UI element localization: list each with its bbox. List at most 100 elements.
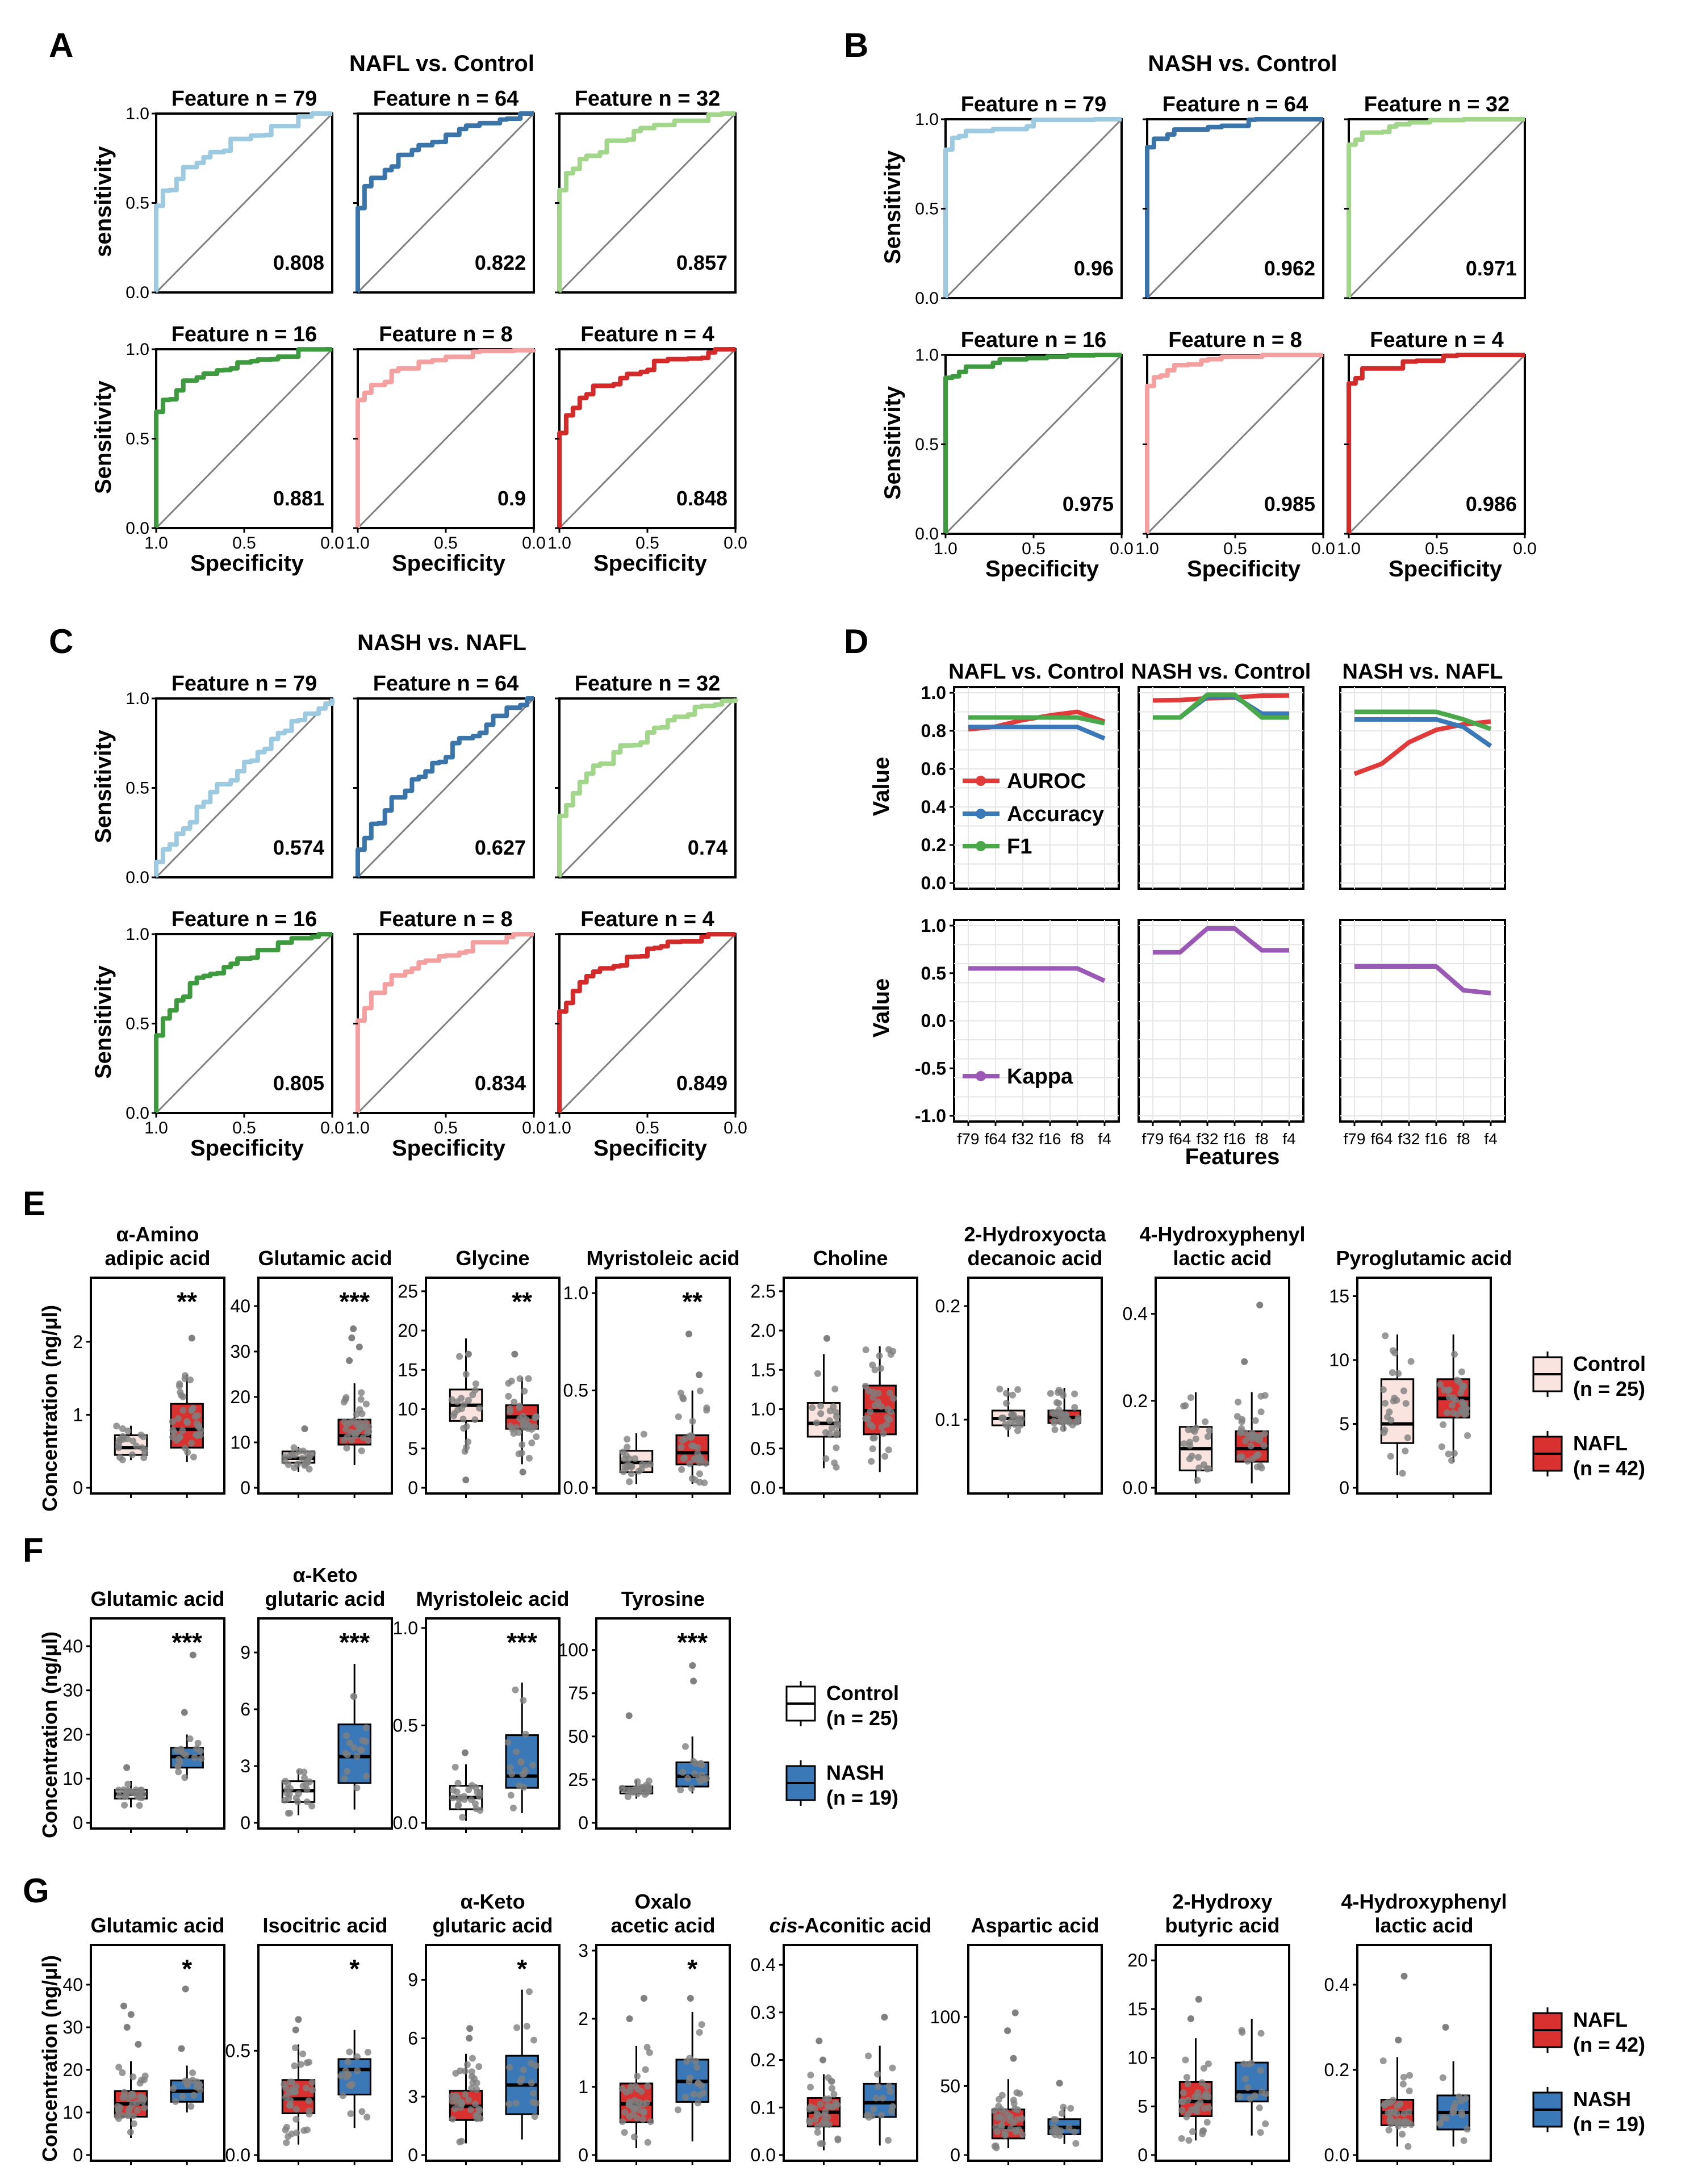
- boxplot-point: [508, 1770, 516, 1777]
- boxplot-point: [283, 2139, 290, 2147]
- boxplot-point: [508, 1425, 516, 1433]
- metric-line-auroc: [1353, 719, 1491, 776]
- boxplot-point: [1002, 1421, 1009, 1428]
- boxplot-point: [290, 1444, 298, 1451]
- boxplot-point: [287, 2102, 294, 2109]
- boxplot-frame: [425, 1277, 561, 1495]
- boxplot-outlier: [123, 2024, 131, 2031]
- boxplot-point: [678, 1466, 685, 1473]
- boxplot-frame: [425, 1617, 561, 1830]
- boxplot-point: [358, 1410, 366, 1417]
- boxplot-ytick-label: 3: [240, 1756, 250, 1776]
- boxplot-point: [522, 1730, 529, 1738]
- boxplot-title: Oxalo: [634, 1890, 691, 1913]
- boxplot-point: [186, 1735, 194, 1742]
- boxplot-point: [641, 1791, 649, 1798]
- roc-facet-title: Feature n = 64: [373, 672, 519, 696]
- boxplot-point: [697, 1759, 705, 1767]
- boxplot-point: [528, 1439, 536, 1446]
- metric-xtick-label: f64: [1169, 1130, 1191, 1148]
- roc-auc-label: 0.881: [273, 487, 324, 510]
- roc-xtick-label: 1.0: [1337, 539, 1361, 558]
- boxplot-point: [996, 1386, 1003, 1393]
- boxplot-outlier: [689, 1662, 696, 1670]
- boxplot-frame: [595, 1277, 731, 1495]
- boxplot-point: [1260, 1442, 1268, 1449]
- boxplot-point: [190, 1453, 197, 1461]
- boxplot-point: [365, 1423, 373, 1430]
- boxplot-point: [1407, 1358, 1415, 1365]
- boxplot-point: [1253, 1463, 1261, 1471]
- roc-curve: [356, 348, 536, 528]
- boxplot-point: [1202, 1418, 1209, 1425]
- boxplot-ytick-label: 40: [62, 1974, 83, 1995]
- boxplot-point: [1444, 1387, 1452, 1395]
- boxplot-point: [113, 1422, 120, 1430]
- boxplot-point: [1055, 1400, 1063, 1407]
- boxplot-ytick-label: 0: [1339, 1478, 1349, 1498]
- boxplot-frame: [90, 1617, 225, 1830]
- boxplot-outlier: [123, 1764, 131, 1771]
- panel-a-xlabel-2: Specificity: [392, 551, 506, 576]
- boxplot-point: [291, 2062, 298, 2069]
- boxplot-point: [1014, 2116, 1021, 2123]
- roc-xtick-label: 0.5: [1425, 539, 1449, 558]
- panel-g-ylabel: Concentration (ng/μl): [38, 1955, 61, 2162]
- boxplot-point: [173, 1437, 180, 1444]
- boxplot-ytick-label: 1: [73, 1404, 83, 1425]
- legend-dot-accuracy: [976, 809, 986, 819]
- boxplot-point: [636, 1785, 643, 1793]
- roc-xtick-label: 0.0: [1513, 539, 1537, 558]
- boxplot-point: [515, 1450, 522, 1458]
- roc-xtick-label: 0.5: [434, 534, 458, 553]
- metric-line-accuracy: [1354, 717, 1492, 748]
- boxplot-ytick-label: 20: [1127, 1950, 1148, 1970]
- boxplot-point: [1194, 1476, 1201, 1484]
- legend-label-kappa: Kappa: [1007, 1065, 1073, 1089]
- roc-facet-title: Feature n = 8: [1168, 328, 1302, 352]
- boxplot-point: [344, 1768, 351, 1775]
- metric-xtick-label: f4: [1098, 1130, 1111, 1148]
- boxplot-point: [992, 2124, 1000, 2131]
- boxplot-point: [1014, 1427, 1022, 1434]
- boxplot-point: [358, 1746, 365, 1754]
- boxplot-point: [696, 2029, 703, 2036]
- boxplot-point: [362, 1400, 370, 1408]
- boxplot-point: [1458, 2111, 1466, 2119]
- panel-letter-c: C: [49, 622, 73, 660]
- boxplot-outlier: [127, 2011, 135, 2018]
- boxplot-point: [136, 1794, 143, 1801]
- boxplot-point: [465, 1438, 472, 1446]
- boxplot-ytick-label: 10: [230, 1432, 250, 1453]
- boxplot-point: [1458, 1368, 1465, 1375]
- boxplot-point: [1261, 1430, 1268, 1437]
- boxplot-point: [832, 1408, 839, 1416]
- boxplot-point: [1071, 2128, 1078, 2136]
- boxplot-point: [179, 1427, 186, 1434]
- boxplot-outlier: [626, 2015, 633, 2022]
- boxplot-point: [179, 1407, 187, 1414]
- boxplot-point: [1247, 1442, 1255, 1450]
- metric-xtick-label: f79: [957, 1130, 980, 1148]
- panel-letter-f: F: [23, 1531, 44, 1569]
- boxplot-point: [635, 1467, 642, 1475]
- boxplot-outlier: [685, 1331, 693, 1338]
- boxplot-point: [473, 2086, 480, 2093]
- boxplot-outlier: [181, 1709, 188, 1716]
- boxplot-point: [530, 2090, 537, 2097]
- roc-facet-title: Feature n = 16: [172, 907, 317, 931]
- boxplot-ytick-label: 50: [940, 2076, 960, 2096]
- boxplot-point: [1438, 1443, 1445, 1450]
- boxplot-title: α-Keto: [460, 1890, 525, 1913]
- roc-xtick-label: 0.5: [232, 1119, 256, 1137]
- boxplot-point: [832, 2099, 839, 2107]
- boxplot-title: Glutamic acid: [90, 1914, 224, 1937]
- roc-diagonal: [1146, 354, 1324, 535]
- boxplot-point: [353, 1752, 361, 1760]
- boxplot-point: [701, 1776, 708, 1783]
- boxplot-point: [344, 2058, 352, 2065]
- boxplot-point: [1385, 2127, 1393, 2134]
- roc-facet-title: Feature n = 64: [1163, 93, 1308, 116]
- metric-xtick-label: f32: [1197, 1130, 1219, 1148]
- legend-label-accuracy: Accuracy: [1007, 802, 1104, 826]
